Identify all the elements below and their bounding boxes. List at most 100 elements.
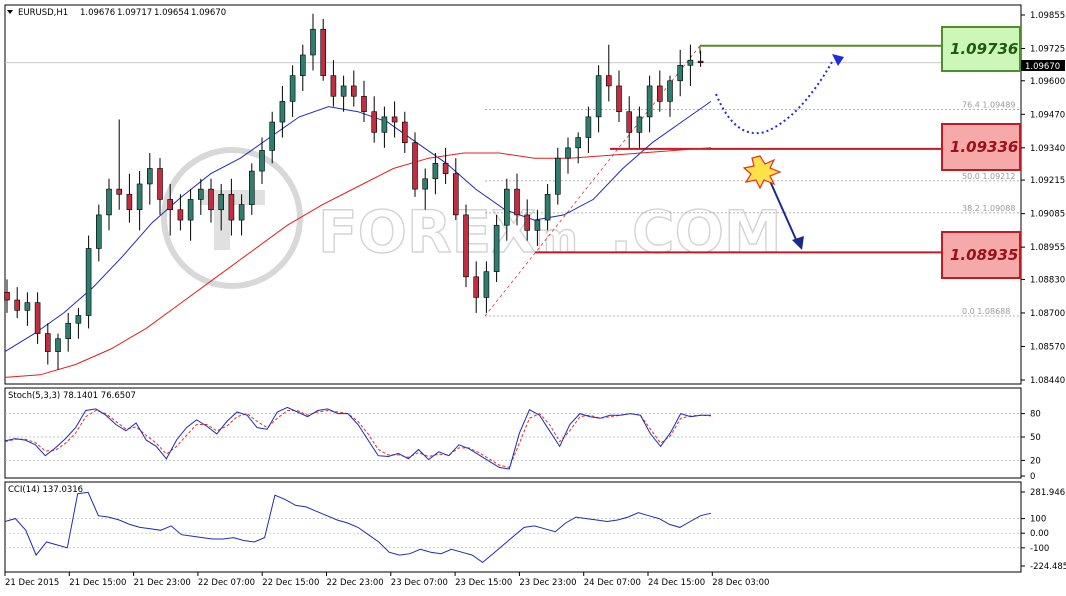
x-tick-label: 28 Dec 03:00 — [712, 578, 769, 588]
main-y-tick-label: 1.09470 — [1030, 110, 1065, 120]
current-price-label: 1.09670 — [1025, 62, 1060, 72]
x-tick-label: 23 Dec 15:00 — [455, 578, 512, 588]
svg-text:m: m — [536, 216, 578, 262]
main-y-tick-label: 1.09085 — [1030, 210, 1065, 220]
candle-body — [289, 75, 296, 102]
main-y-tick-label: 1.09340 — [1030, 144, 1065, 154]
x-tick-label: 21 Dec 23:00 — [134, 578, 191, 588]
x-tick-label: 24 Dec 07:00 — [584, 578, 641, 588]
support-level-label: 1.08935 — [950, 246, 1018, 264]
cci-line — [4, 491, 712, 564]
stoch-title: Stoch(5,3,3) 78.1401 76.6507 — [8, 391, 136, 401]
candle-body — [656, 85, 663, 102]
main-y-tick-label: 1.08570 — [1030, 342, 1065, 352]
candle-body — [75, 315, 82, 324]
support-level-box — [941, 231, 1021, 279]
candle-body — [249, 170, 255, 205]
stoch-y-tick-label: 0 — [1030, 472, 1035, 482]
candle-body — [391, 116, 398, 123]
stoch-y-tick-label: 20 — [1030, 456, 1041, 466]
candle-body — [616, 85, 622, 113]
candle-body — [126, 193, 133, 211]
candle-body — [208, 188, 214, 211]
stoch-main-line — [4, 406, 711, 470]
price-levels: 76.4 1.09489 50.0 1.09212 38.2 1.09088 0.0 … — [5, 44, 1021, 317]
candle-body — [218, 193, 224, 211]
main-y-tick-label: 1.08830 — [1030, 275, 1065, 285]
candle-body — [463, 214, 469, 278]
candle-body — [177, 209, 184, 221]
chart-header-high: 1.09717 — [117, 8, 152, 18]
candle-body — [136, 183, 143, 211]
x-tick-label: 24 Dec 15:00 — [648, 578, 705, 588]
cci-lines — [4, 491, 712, 564]
candle-body — [371, 111, 378, 133]
candle-body — [432, 163, 439, 180]
candle-body — [106, 188, 112, 216]
bullish-arrow-head — [832, 54, 844, 66]
candle-body — [198, 188, 204, 200]
axes: 1.09855 1.09725 1.09600 1.09470 1.09340 1.092… — [4, 11, 1066, 588]
svg-text:FOREX: FOREX — [318, 198, 536, 266]
main-y-tick-label: 1.08955 — [1030, 243, 1065, 253]
moving-averages — [4, 100, 712, 378]
x-tick-label: 23 Dec 07:00 — [391, 578, 448, 588]
cci-y-tick-label: -100 — [1030, 544, 1049, 554]
fib-label: 76.4 1.09489 — [962, 100, 1015, 109]
breakout-burst-icon — [742, 155, 782, 190]
candle-body — [14, 299, 20, 311]
chart-header-close: 1.09670 — [191, 8, 226, 18]
main-y-tick-label: 1.09215 — [1030, 176, 1065, 186]
chart-header-symbol: EURUSD,H1 — [18, 8, 68, 18]
x-tick-label: 23 Dec 23:00 — [519, 578, 576, 588]
forex-watermark-logo: FOREX m .COM — [161, 147, 782, 289]
cci-title: CCI(14) 137.0316 — [8, 485, 83, 495]
chart-header-low: 1.09654 — [154, 8, 189, 18]
candle-body — [167, 199, 173, 211]
candle-body — [565, 147, 571, 159]
candle-body — [493, 224, 500, 272]
candle-body — [646, 85, 653, 118]
ma-red-line — [4, 147, 712, 378]
candle-body — [575, 137, 582, 149]
candle-body — [350, 85, 357, 97]
candle-body — [412, 142, 418, 190]
candle-body — [299, 54, 306, 76]
candle-body — [442, 163, 449, 174]
candle-body — [473, 276, 480, 298]
x-tick-label: 22 Dec 23:00 — [327, 578, 384, 588]
candle-body — [24, 302, 31, 311]
main-panel-frame — [4, 4, 1022, 385]
candle-body — [534, 219, 541, 231]
candle-body — [44, 333, 51, 352]
candle-body — [34, 302, 41, 334]
main-y-tick-label: 1.09855 — [1030, 11, 1065, 21]
candle-body — [677, 65, 684, 82]
candle-body — [55, 338, 61, 352]
fib-label: 38.2 1.09088 — [962, 204, 1015, 213]
fib-label: 0.0 1.08688 — [962, 307, 1010, 316]
x-tick-label: 21 Dec 2015 — [5, 578, 59, 588]
stoch-lines — [4, 406, 712, 470]
chart-menu-triangle-icon[interactable] — [7, 10, 13, 14]
candle-body — [320, 28, 327, 76]
stoch-y-tick-label: 80 — [1030, 410, 1041, 420]
candle-body — [269, 121, 276, 151]
cci-grid — [5, 518, 1021, 549]
stoch-grid — [5, 413, 1021, 461]
candle-body — [228, 193, 235, 221]
candle-body — [422, 178, 429, 190]
candle-body — [605, 75, 612, 87]
fib-label: 50.0 1.09212 — [962, 172, 1015, 181]
candle-body — [595, 75, 602, 118]
candle-body — [340, 85, 347, 97]
svg-text:.COM: .COM — [610, 198, 782, 266]
resistance-level-box — [941, 26, 1021, 72]
candle-body — [514, 188, 520, 216]
candle-body — [259, 150, 265, 172]
main-y-tick-label: 1.09725 — [1030, 45, 1065, 55]
bearish-arrow-head — [792, 236, 804, 250]
candles — [4, 13, 704, 370]
